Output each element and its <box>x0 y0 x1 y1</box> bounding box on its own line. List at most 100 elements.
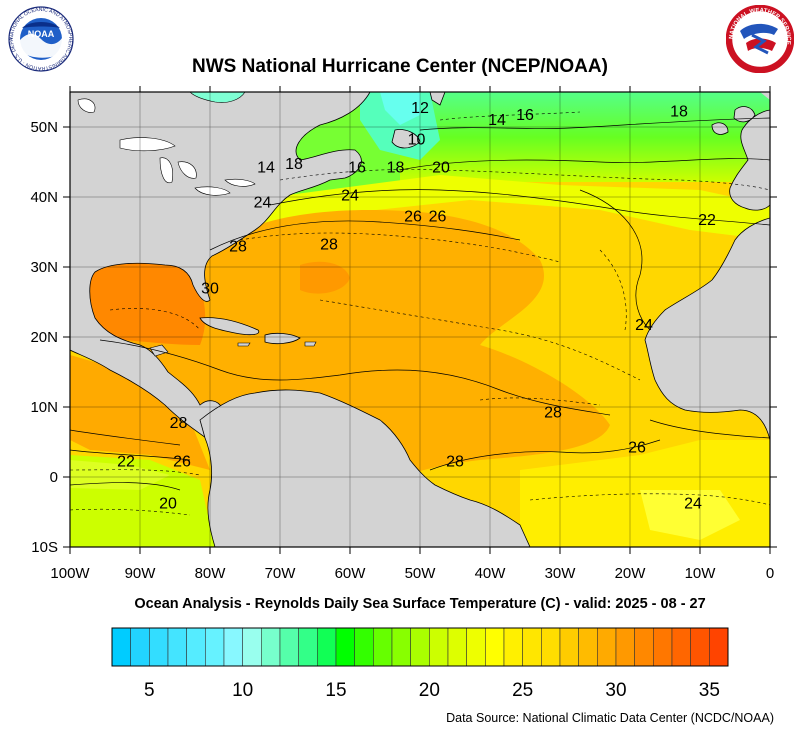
contour-label: 26 <box>173 454 191 471</box>
colorbar-cell <box>578 627 598 667</box>
x-tick-label: 20W <box>615 565 647 582</box>
colorbar-label: 30 <box>605 680 626 701</box>
colorbar-cell <box>653 627 673 667</box>
x-tick-label: 80W <box>195 565 227 582</box>
contour-label: 20 <box>159 496 177 513</box>
contour-label: 22 <box>698 212 716 229</box>
contour-label: 28 <box>446 454 464 471</box>
colorbar-cell <box>429 627 449 667</box>
colorbar-cell <box>503 627 523 667</box>
colorbar-frame <box>111 627 729 667</box>
colorbar-cell <box>354 627 374 667</box>
colorbar-label: 15 <box>325 680 346 701</box>
colorbar-cell <box>597 627 617 667</box>
x-tick-label: 0 <box>766 565 774 582</box>
colorbar-cell <box>373 627 393 667</box>
contour-label: 28 <box>229 239 247 256</box>
colorbar-cell <box>690 627 710 667</box>
contour-label: 16 <box>516 107 534 124</box>
colorbar-cell <box>559 627 579 667</box>
colorbar-cell <box>634 627 654 667</box>
y-tick-label: 20N <box>30 329 58 346</box>
colorbar-cell <box>410 627 430 667</box>
colorbar-label: 35 <box>699 680 720 701</box>
contour-label: 14 <box>488 112 506 129</box>
temperature-colorbar: 5 10 15 20 25 30 35 <box>111 627 729 701</box>
contour-label: 28 <box>544 405 562 422</box>
contour-label: 26 <box>404 209 422 226</box>
colorbar-cell <box>186 627 206 667</box>
contour-label: 18 <box>285 156 303 173</box>
contour-label: 28 <box>170 415 188 432</box>
nws-logo: NATIONAL WEATHER SERVICE <box>726 5 794 73</box>
contour-label: 26 <box>628 440 646 457</box>
land-africa <box>644 217 770 441</box>
x-tick-label: 60W <box>335 565 367 582</box>
colorbar-cell <box>242 627 262 667</box>
colorbar-cell <box>335 627 355 667</box>
colorbar-cell <box>130 627 150 667</box>
colorbar-cell <box>279 627 299 667</box>
contour-label: 14 <box>257 160 275 177</box>
x-tick-label: 70W <box>265 565 297 582</box>
land-south-america <box>199 389 531 547</box>
colorbar-label: 5 <box>144 680 155 701</box>
contour-label: 26 <box>429 209 447 226</box>
data-source: Data Source: National Climatic Data Cent… <box>446 711 774 725</box>
colorbar-cell <box>223 627 243 667</box>
land-cuba <box>199 317 260 336</box>
page-title: NWS National Hurricane Center (NCEP/NOAA… <box>192 56 608 77</box>
colorbar-cell <box>485 627 505 667</box>
y-tick-label: 30N <box>30 259 58 276</box>
colorbar-cell <box>709 627 729 667</box>
contour-label: 24 <box>635 317 653 334</box>
contour-label: 12 <box>411 100 429 117</box>
contour-label: 30 <box>201 281 219 298</box>
colorbar-cell <box>466 627 486 667</box>
contour-label: 18 <box>670 104 688 121</box>
x-tick-label: 100W <box>50 565 90 582</box>
x-tick-label: 40W <box>475 565 507 582</box>
noaa-logo-text: NOAA <box>28 29 55 39</box>
noaa-logo: NATIONAL OCEANIC AND ATMOSPHERIC ADMINIS… <box>8 6 74 72</box>
colorbar-cell <box>671 627 691 667</box>
chart-subtitle: Ocean Analysis - Reynolds Daily Sea Surf… <box>134 596 706 612</box>
colorbar-cell <box>167 627 187 667</box>
colorbar-cell <box>615 627 635 667</box>
colorbar-cell <box>111 627 131 667</box>
contour-label: 22 <box>117 454 135 471</box>
x-tick-label: 30W <box>545 565 577 582</box>
contour-label: 24 <box>684 496 702 513</box>
contour-label: 24 <box>341 188 359 205</box>
colorbar-cell <box>447 627 467 667</box>
x-tick-label: 10W <box>685 565 717 582</box>
colorbar-label: 20 <box>419 680 440 701</box>
x-tick-label: 50W <box>405 565 437 582</box>
y-tick-label: 40N <box>30 189 58 206</box>
land-greenland <box>429 92 446 106</box>
y-tick-label: 10S <box>31 539 58 556</box>
contour-label: 16 <box>348 160 366 177</box>
contour-label: 10 <box>408 132 426 149</box>
colorbar-cell <box>149 627 169 667</box>
contour-label: 18 <box>387 160 405 177</box>
contour-label: 20 <box>432 160 450 177</box>
colorbar-label: 10 <box>232 680 253 701</box>
colorbar-label: 25 <box>512 680 533 701</box>
y-tick-label: 50N <box>30 119 58 136</box>
x-tick-label: 90W <box>125 565 157 582</box>
colorbar-cell <box>317 627 337 667</box>
colorbar-cell <box>205 627 225 667</box>
land-europe <box>729 92 770 211</box>
contour-label: 24 <box>254 195 272 212</box>
colorbar-cell <box>541 627 561 667</box>
colorbar-cell <box>391 627 411 667</box>
y-tick-label: 10N <box>30 399 58 416</box>
contour-label: 28 <box>320 237 338 254</box>
colorbar-cell <box>522 627 542 667</box>
colorbar-cell <box>261 627 281 667</box>
y-tick-label: 0 <box>50 469 58 486</box>
colorbar-cell <box>298 627 318 667</box>
land-hispaniola <box>264 332 301 345</box>
